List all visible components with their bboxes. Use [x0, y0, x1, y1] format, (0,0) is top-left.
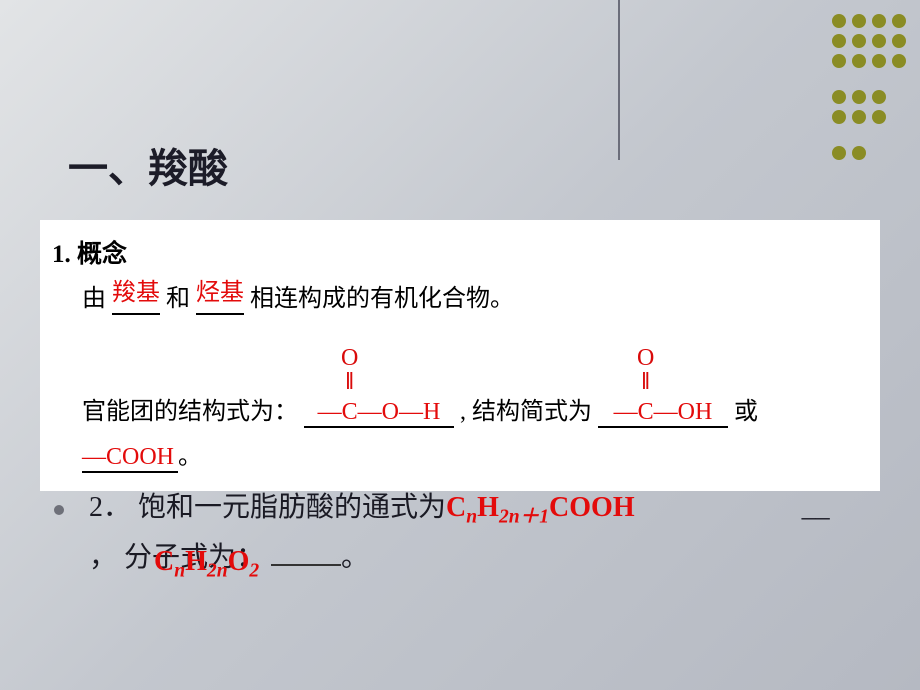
dot-icon: [852, 14, 866, 28]
concept-number: 1. 概念: [52, 234, 868, 270]
structural-formula-line: 官能团的结构式为： —C—O—H , 结构简式为 —C—OH 或: [52, 391, 758, 428]
dot-icon: [852, 110, 866, 124]
dot-icon: [852, 34, 866, 48]
text-fragment: 官能团的结构式为：: [82, 399, 298, 425]
text-period: 。: [341, 542, 369, 573]
dot-icon: [872, 34, 886, 48]
dot-icon: [872, 110, 886, 124]
molecular-formula-red: CnH2nO2: [154, 538, 259, 588]
text-fragment: 或: [734, 399, 758, 425]
dot-icon: [852, 90, 866, 104]
dot-icon: [892, 14, 906, 28]
answer-cooh: —COOH: [82, 444, 174, 470]
section-heading: 一、羧酸: [68, 136, 228, 194]
blank-fill-2: 烃基: [196, 278, 244, 315]
dot-icon: [872, 90, 886, 104]
answer-red: 羧基: [112, 280, 160, 306]
dot-icon: [832, 90, 846, 104]
concept-textbox: 1. 概念 由 羧基 和 烃基 相连构成的有机化合物。 官能团的结构式为： —C…: [40, 220, 880, 491]
underscore-dash: __: [802, 492, 830, 523]
dot-icon: [892, 34, 906, 48]
blank-structural-short: —C—OH: [598, 399, 728, 428]
carbon-with-oxygen-icon: C: [342, 399, 358, 426]
blank-fill-1: 羧基: [112, 278, 160, 315]
dot-icon: [832, 110, 846, 124]
answer-structural-short: —C—OH: [614, 399, 713, 425]
text-fragment: , 结构简式为: [460, 399, 592, 425]
dot-icon: [832, 14, 846, 28]
text-fragment: 由: [82, 286, 106, 312]
structural-formula-line-2: —COOH。: [52, 436, 868, 473]
dot-icon: [832, 54, 846, 68]
text-fragment: 饱和一元脂肪酸的通式为: [138, 492, 446, 523]
dot-icon: [852, 54, 866, 68]
dot-icon: [872, 54, 886, 68]
point-number: 2．: [89, 492, 131, 523]
blank-cooh: —COOH: [82, 444, 178, 473]
bullet-icon: [54, 505, 64, 515]
answer-structural-full: —C—O—H: [318, 399, 441, 425]
text-fragment: 和: [166, 286, 190, 312]
dot-icon: [852, 146, 866, 160]
point-2-block: 2． 饱和一元脂肪酸的通式为CnH2n＋1COOH __ ， 分子式为： 。 C…: [54, 484, 874, 581]
answer-red: 烃基: [196, 280, 244, 306]
carbon-with-oxygen-icon: C: [638, 399, 654, 426]
text-fragment: 相连构成的有机化合物。: [250, 286, 514, 312]
text-period: 。: [178, 444, 202, 470]
dot-icon: [892, 54, 906, 68]
decorative-vertical-line: [618, 0, 620, 160]
concept-definition-line: 由 羧基 和 烃基 相连构成的有机化合物。: [52, 278, 868, 315]
dot-icon: [832, 146, 846, 160]
dot-icon: [832, 34, 846, 48]
general-formula-red: CnH2n＋1COOH: [446, 492, 635, 523]
blank-structural-full: —C—O—H: [304, 399, 454, 428]
blank-molecular-formula: [271, 564, 341, 566]
dot-icon: [872, 14, 886, 28]
